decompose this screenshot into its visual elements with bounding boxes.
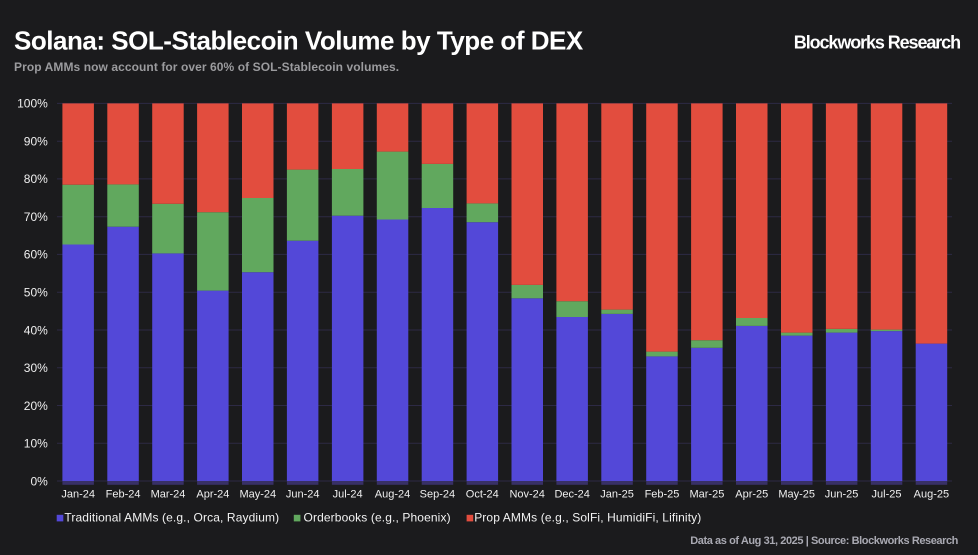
svg-text:Jun-24: Jun-24 [286,489,320,501]
svg-text:70%: 70% [24,210,48,224]
svg-text:Jan-25: Jan-25 [600,489,634,501]
svg-text:90%: 90% [24,135,48,149]
svg-text:May-24: May-24 [239,489,276,501]
svg-text:100%: 100% [17,97,48,111]
svg-text:Jan-24: Jan-24 [61,489,95,501]
svg-text:Feb-24: Feb-24 [106,489,141,501]
svg-text:Apr-24: Apr-24 [196,489,229,501]
svg-text:Prop AMMs (e.g., SolFi, Humidi: Prop AMMs (e.g., SolFi, HumidiFi, Lifini… [474,510,701,524]
svg-text:Traditional AMMs (e.g., Orca,: Traditional AMMs (e.g., Orca, Raydium) [64,510,279,524]
svg-text:Solana: SOL-Stablecoin Volume: Solana: SOL-Stablecoin Volume by Type of… [14,25,584,55]
svg-text:Dec-24: Dec-24 [554,489,589,501]
svg-text:Nov-24: Nov-24 [509,489,544,501]
svg-text:Jun-25: Jun-25 [825,489,859,501]
svg-text:Orderbooks (e.g., Phoenix): Orderbooks (e.g., Phoenix) [304,510,451,524]
svg-text:40%: 40% [24,323,48,337]
svg-text:Mar-24: Mar-24 [151,489,186,501]
svg-text:50%: 50% [24,286,48,300]
svg-text:60%: 60% [24,248,48,262]
svg-text:Prop AMMs now account for over: Prop AMMs now account for over 60% of SO… [14,60,399,74]
svg-text:20%: 20% [24,399,48,413]
svg-text:Aug-25: Aug-25 [914,489,949,501]
svg-text:80%: 80% [24,172,48,186]
svg-text:30%: 30% [24,361,48,375]
svg-text:Aug-24: Aug-24 [375,489,410,501]
svg-text:Jul-24: Jul-24 [333,489,363,501]
svg-text:May-25: May-25 [778,489,815,501]
svg-text:Blockworks Research: Blockworks Research [794,33,960,53]
svg-text:Sep-24: Sep-24 [420,489,455,501]
svg-text:Feb-25: Feb-25 [645,489,680,501]
svg-text:0%: 0% [30,474,48,488]
svg-text:Mar-25: Mar-25 [689,489,724,501]
svg-text:Apr-25: Apr-25 [735,489,768,501]
svg-text:Data as of Aug 31, 2025 | Sour: Data as of Aug 31, 2025 | Source: Blockw… [690,535,958,547]
svg-text:10%: 10% [24,437,48,451]
svg-text:Oct-24: Oct-24 [466,489,499,501]
svg-text:Jul-25: Jul-25 [872,489,902,501]
